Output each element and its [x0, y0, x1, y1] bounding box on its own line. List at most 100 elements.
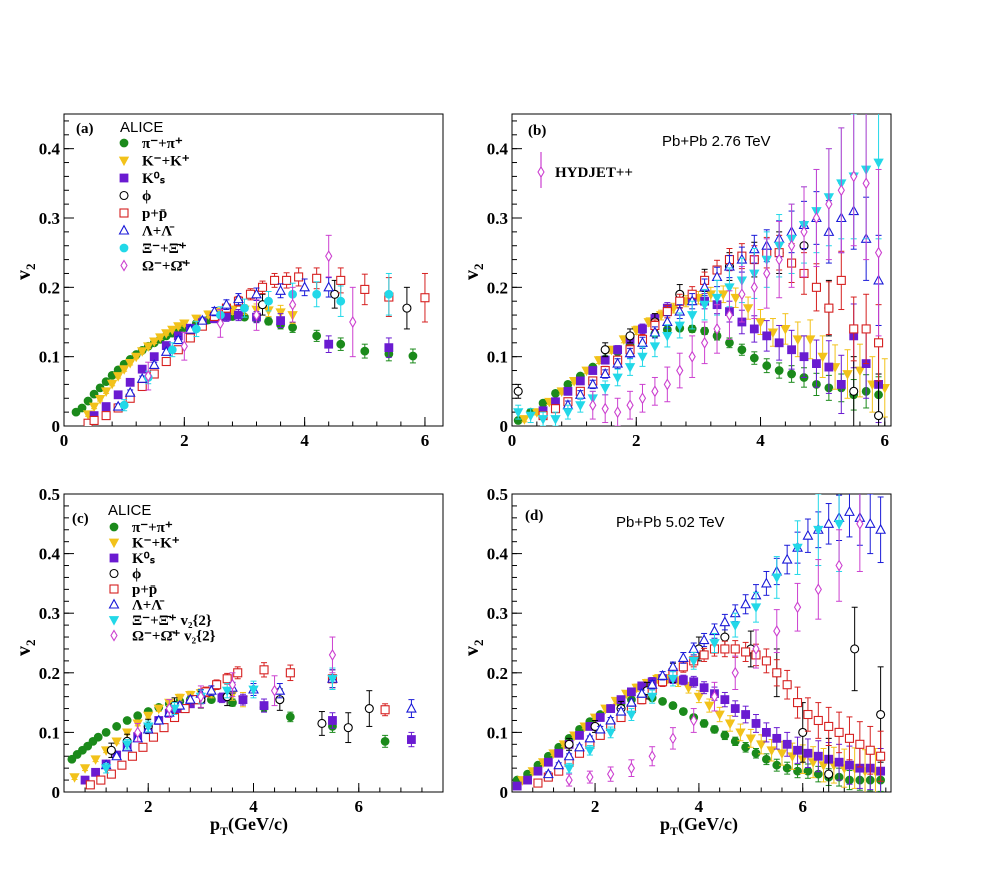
point-phi	[850, 644, 860, 654]
point-pion	[725, 338, 734, 348]
point-omega	[565, 774, 573, 787]
legend-label-lambda: Λ+Λ̄	[132, 598, 165, 614]
point-xi	[699, 300, 710, 311]
point-lambda	[172, 334, 184, 345]
point-omega	[750, 281, 758, 294]
legend-label-kaon: K⁻+K⁺	[132, 536, 180, 552]
x-tick-label: 6	[798, 797, 807, 816]
point-omega	[812, 211, 821, 225]
point-kaon	[683, 683, 694, 694]
point-k0s	[638, 324, 647, 334]
point-pion	[762, 361, 772, 371]
point-lambda	[148, 359, 160, 370]
point-omega	[874, 246, 883, 259]
point-proton	[761, 656, 771, 666]
point-lambda	[196, 314, 208, 325]
point-phi	[317, 718, 327, 729]
point-pion	[710, 725, 719, 734]
point-kaon	[106, 379, 118, 390]
point-xi	[626, 710, 637, 721]
point-kaon	[714, 710, 725, 721]
point-proton	[550, 404, 561, 414]
point-omega	[825, 198, 833, 211]
point-omega	[763, 267, 771, 280]
point-k0s	[600, 355, 610, 365]
point-omega	[626, 399, 634, 412]
point-pion	[71, 407, 81, 417]
x-tick-label: 4	[249, 797, 258, 816]
point-kaon	[173, 322, 184, 332]
point-kaon	[137, 347, 148, 357]
point-xi	[264, 296, 273, 306]
point-omega	[710, 690, 719, 703]
point-omega	[688, 350, 696, 363]
y-tick-label: 0.4	[39, 545, 61, 564]
point-lambda	[698, 634, 710, 645]
point-xi	[667, 674, 679, 685]
point-kaon	[149, 337, 160, 348]
legend-marker-k0s	[119, 173, 129, 183]
point-omega	[252, 308, 261, 322]
point-lambda	[205, 684, 217, 695]
point-xi	[771, 573, 782, 584]
point-lambda	[124, 386, 136, 397]
point-proton	[811, 282, 821, 292]
point-pion	[720, 730, 730, 740]
point-omega	[690, 714, 698, 727]
point-omega	[638, 392, 647, 405]
point-lambda	[637, 336, 648, 347]
point-omega	[775, 253, 783, 266]
point-k0s	[113, 390, 123, 400]
legend-marker-lambda	[108, 598, 120, 609]
panel-c-header: ALICE	[108, 502, 151, 519]
point-lambda	[153, 714, 165, 725]
point-omega	[328, 648, 337, 661]
point-proton	[148, 732, 159, 742]
point-k0s	[588, 366, 598, 375]
point-phi	[330, 289, 340, 299]
legend-marker-kaon	[118, 156, 130, 167]
x-tick-label: 2	[144, 797, 153, 816]
point-k0s	[328, 716, 337, 725]
point-proton	[137, 381, 147, 392]
point-k0s	[782, 739, 792, 749]
point-lambda	[563, 750, 575, 761]
point-k0s	[772, 733, 782, 743]
point-proton	[336, 275, 346, 285]
panel-b-annotation: Pb+Pb 2.76 TeV	[662, 133, 771, 150]
legend-label-k0s: K⁰ₛ	[142, 171, 166, 187]
point-kaon	[94, 395, 106, 405]
point-kaon	[817, 352, 828, 363]
panel-b-legend: HYDJET++	[537, 152, 633, 188]
x-tick-label: 4	[756, 431, 765, 450]
point-kaon	[88, 402, 100, 413]
point-phi	[364, 704, 374, 714]
point-omega	[288, 298, 297, 311]
y-tick-label: 0.4	[39, 140, 61, 159]
y-tick-label: 0.3	[487, 209, 508, 228]
point-phi	[874, 411, 884, 421]
point-xi	[662, 331, 673, 342]
point-xi	[167, 345, 177, 355]
point-pion	[285, 712, 295, 722]
point-lambda	[615, 705, 627, 716]
point-k0s	[845, 760, 854, 770]
legend-label-pion: π⁻+π⁺	[132, 520, 173, 536]
point-proton	[675, 296, 685, 306]
point-xi	[513, 408, 524, 418]
y-tick-label: 0	[500, 417, 509, 436]
point-kaon	[730, 293, 741, 304]
point-lambda	[605, 714, 617, 725]
point-proton	[803, 709, 813, 720]
panel-c-ylabel: v2	[13, 640, 38, 657]
point-phi	[876, 709, 886, 720]
point-lambda	[802, 529, 814, 540]
point-xi	[637, 352, 648, 363]
point-xi	[562, 408, 574, 418]
legend-label-phi: ϕ	[142, 189, 151, 205]
point-k0s	[812, 359, 821, 369]
point-xi	[647, 692, 658, 703]
point-proton	[106, 769, 116, 779]
point-xi	[605, 728, 616, 739]
point-k0s	[324, 339, 334, 349]
